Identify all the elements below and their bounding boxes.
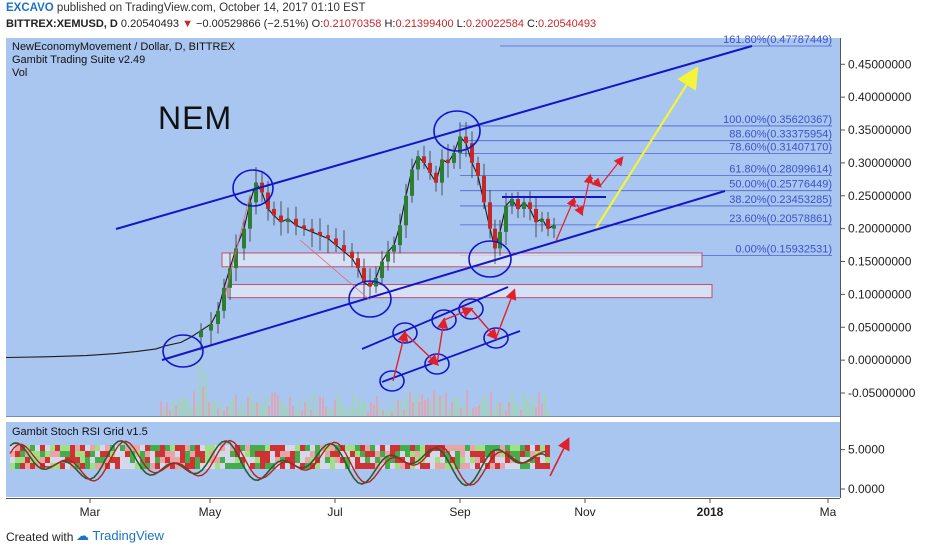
nem-annotation: NEM [158,100,233,136]
ohlc-line: BITTREX:XEMUSD, D 0.20540493 ▼ −0.005298… [6,18,596,30]
footer: Created with ☁ TradingView [0,524,932,550]
time-axis[interactable] [6,498,840,523]
low-label: L: [456,18,466,30]
stoch-title: Gambit Stoch RSI Grid v1.5 [12,426,148,438]
last-price: 0.20540493 [120,18,180,30]
high-label: H: [384,18,396,30]
publish-line: EXCAVO published on TradingView.com, Oct… [6,2,366,14]
pane-title-indicator: Gambit Trading Suite v2.49 [12,54,146,66]
symbol-label: BITTREX:XEMUSD, D [6,18,118,30]
price-change: −0.00529866 (−2.51%) [196,18,309,30]
pane-title-volume: Vol [12,67,28,79]
open-label: O: [311,18,324,30]
price-axis[interactable] [840,38,932,498]
main-price-pane[interactable] [6,38,840,417]
chart-header: EXCAVO published on TradingView.com, Oct… [0,0,932,36]
down-triangle-icon: ▼ [182,18,193,30]
tradingview-brand: TradingView [92,528,164,543]
pane-title-symbol: NewEconomyMovement / Dollar, D, BITTREX [12,41,236,53]
close-value: 0.20540493 [538,18,597,30]
low-value: 0.20022584 [465,18,524,30]
open-value: 0.21070358 [323,18,382,30]
publisher-name[interactable]: EXCAVO [6,2,54,14]
created-with-label: Created with [6,530,74,544]
close-label: C: [527,18,539,30]
high-value: 0.21399400 [395,18,454,30]
publish-info: published on TradingView.com, October 14… [56,2,366,14]
pane-title: NewEconomyMovement / Dollar, D, BITTREX … [12,41,235,80]
tradingview-logo[interactable]: ☁ TradingView [76,528,164,543]
